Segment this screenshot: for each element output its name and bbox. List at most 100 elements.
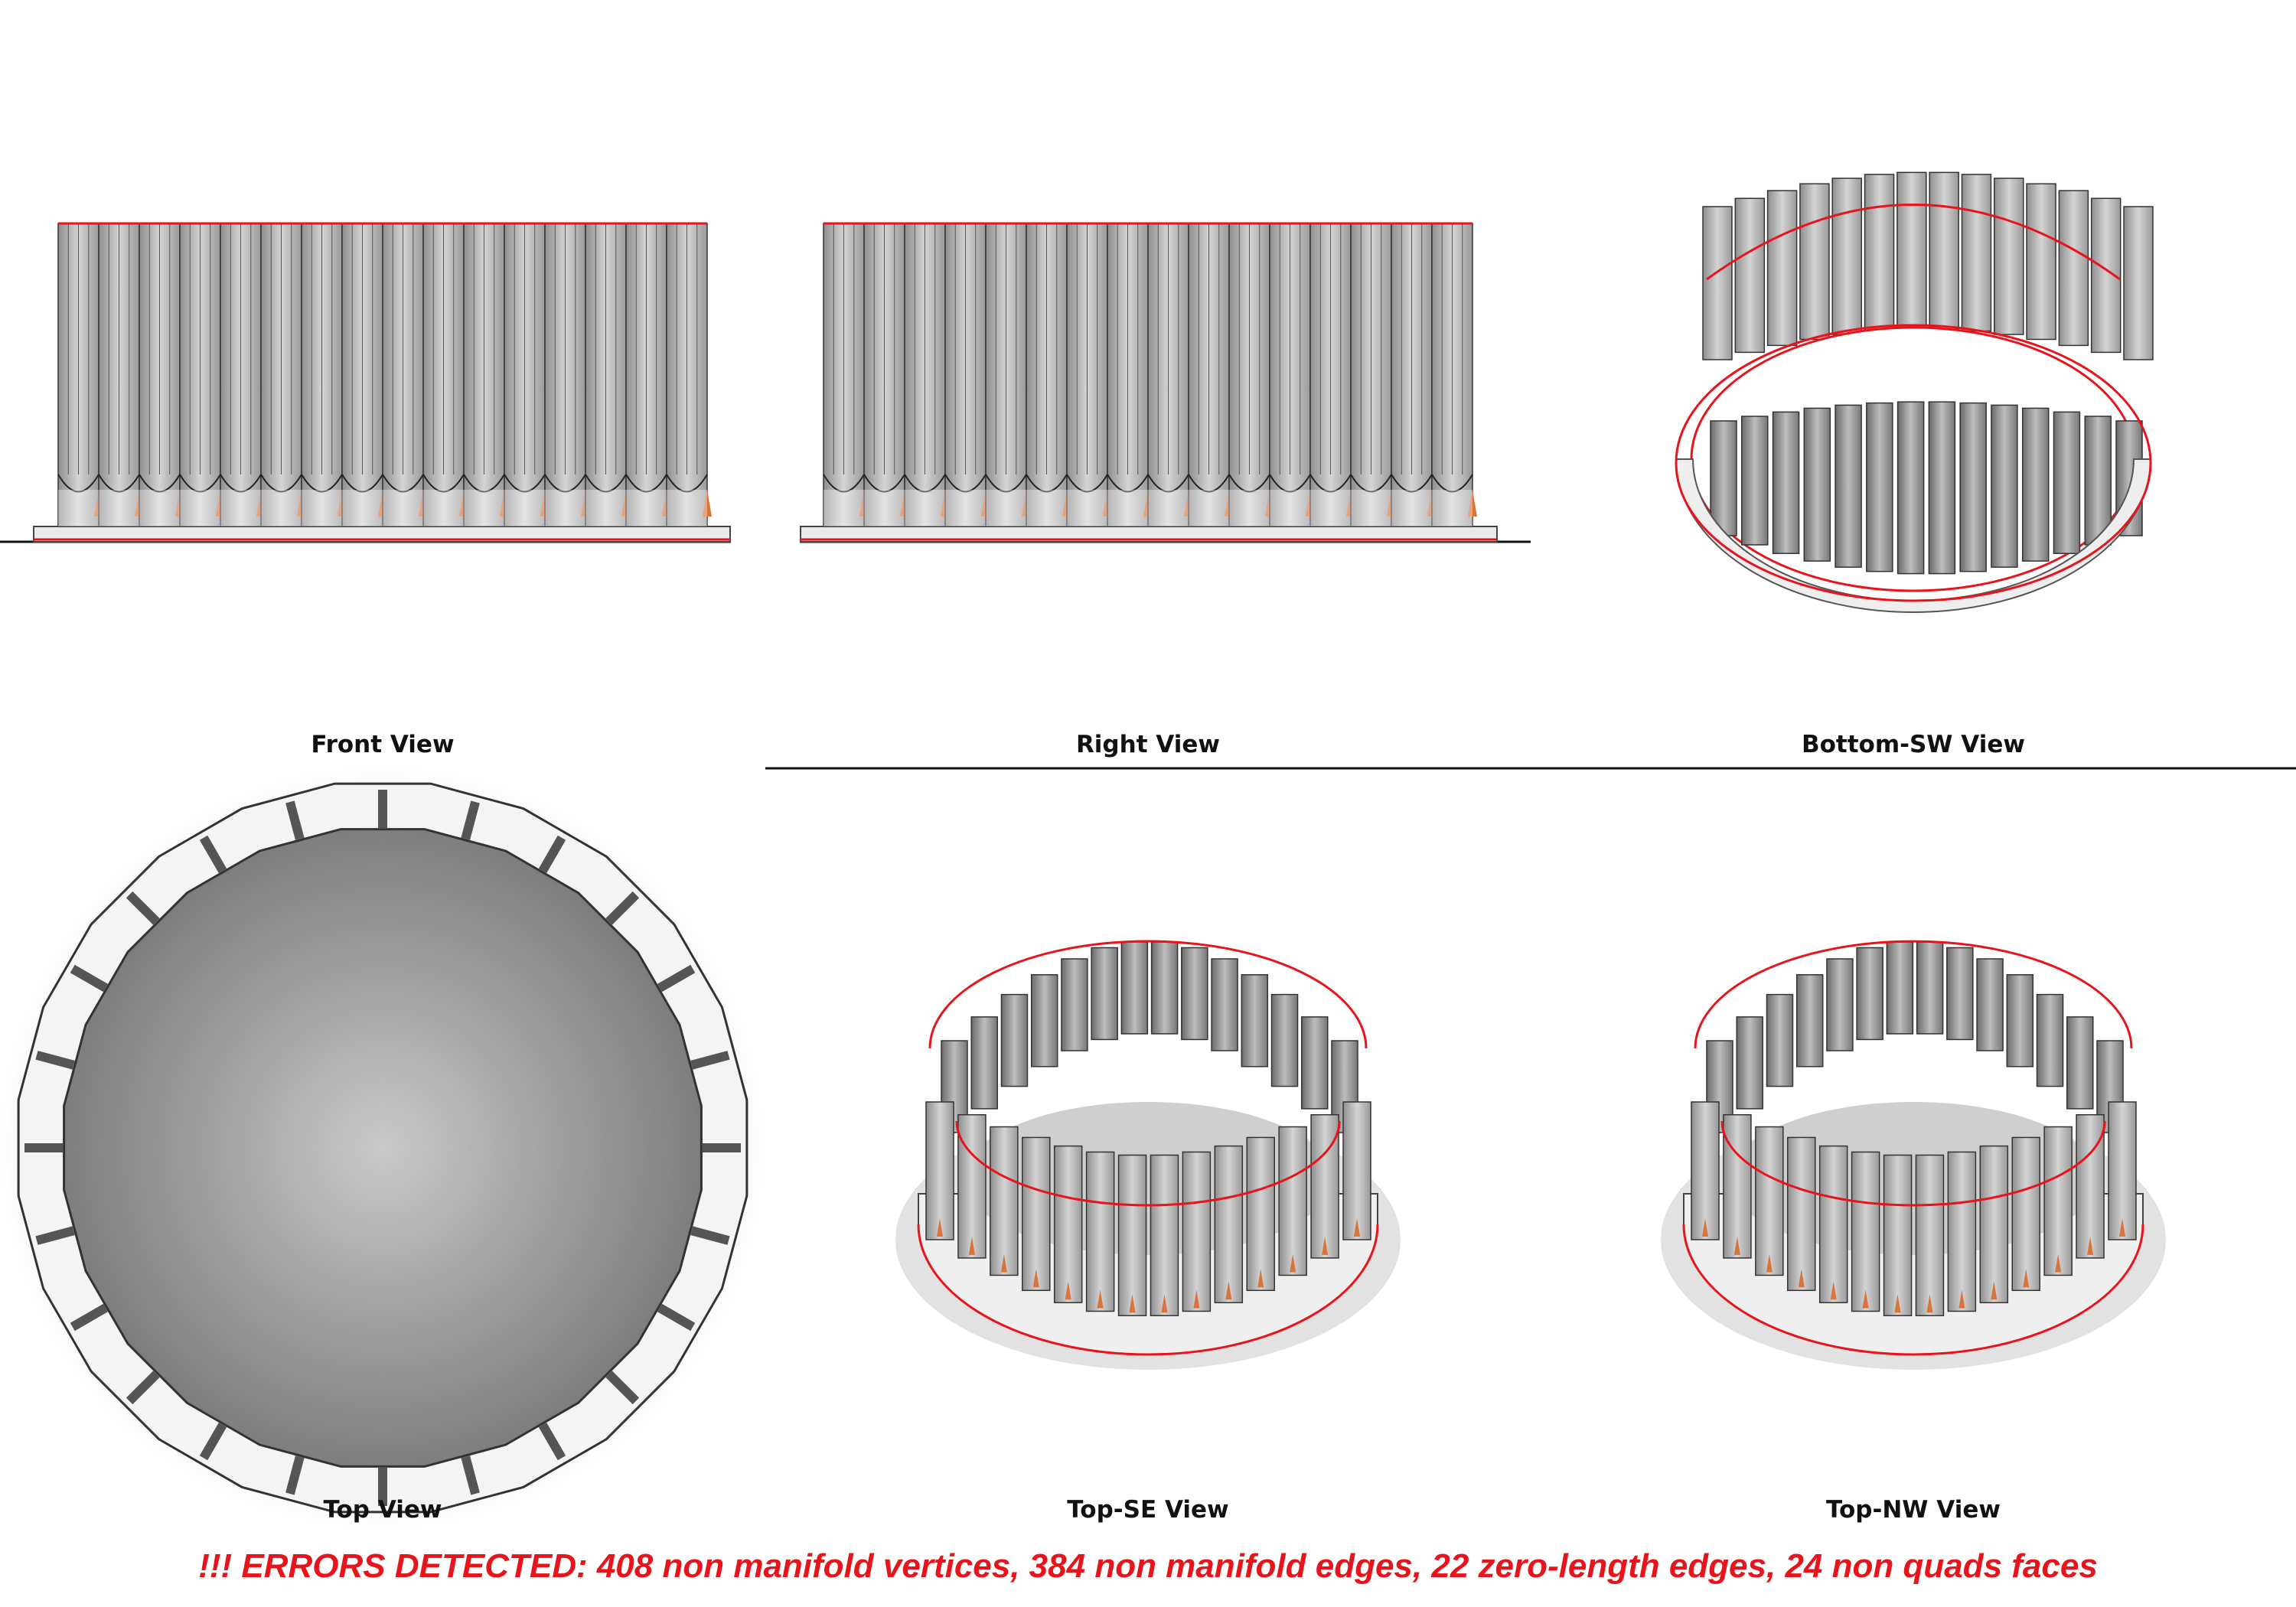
right-view-label: Right View xyxy=(1075,731,1221,758)
notch xyxy=(461,1455,480,1495)
front-rib xyxy=(1818,1145,1848,1304)
notch xyxy=(690,1226,730,1245)
front-rib xyxy=(2011,1136,2040,1292)
notch xyxy=(35,1226,75,1245)
rib-bottom-curve xyxy=(585,474,627,493)
notch-marker xyxy=(1193,1289,1200,1309)
back-rib xyxy=(1181,947,1208,1041)
front-rib xyxy=(1883,1154,1913,1317)
rib-columns xyxy=(57,223,712,527)
notch-marker xyxy=(1468,490,1477,517)
top-rim-error xyxy=(1706,204,2121,281)
back-rib xyxy=(1856,947,1883,1041)
rib xyxy=(1929,171,1959,331)
front-rib xyxy=(1755,1126,1784,1276)
notch-marker xyxy=(1958,1289,1965,1309)
back-rib xyxy=(1000,993,1029,1087)
front-rib xyxy=(1214,1145,1244,1304)
back-rib xyxy=(1766,993,1794,1087)
notch-marker xyxy=(968,1236,975,1255)
bottom-sw-view-panel xyxy=(1675,171,2154,613)
notch-marker xyxy=(1257,1269,1264,1288)
rib-bottom-curve xyxy=(1269,474,1311,493)
rib-bottom-curve xyxy=(1147,474,1189,493)
rib xyxy=(1864,174,1895,332)
notch xyxy=(285,800,305,840)
front-rib xyxy=(2076,1114,2105,1259)
rib-bottom-curve xyxy=(1228,474,1270,493)
back-rib xyxy=(1091,947,1118,1041)
back-rib-columns xyxy=(941,941,1358,1133)
notch-marker xyxy=(1161,1294,1168,1313)
rib-bottom-curve xyxy=(463,474,505,493)
notch xyxy=(657,1303,696,1332)
notch-marker xyxy=(1000,1253,1007,1273)
rib xyxy=(2123,206,2154,360)
back-rib xyxy=(1241,974,1269,1068)
back-rib xyxy=(1211,958,1238,1051)
rib xyxy=(1961,174,1992,332)
notch-marker xyxy=(1097,1289,1104,1309)
rib-bottom-curve xyxy=(1107,474,1149,493)
rib xyxy=(2026,183,2056,341)
rib-bottom-curve xyxy=(179,474,221,493)
rib-bottom-curve xyxy=(823,474,865,493)
outer-rim-error xyxy=(1675,324,2152,602)
back-rib xyxy=(1916,941,1944,1035)
rib-bottom-curve xyxy=(1188,474,1230,493)
notch-marker xyxy=(1798,1269,1805,1288)
front-rib xyxy=(1947,1151,1977,1312)
notch-marker xyxy=(1830,1281,1837,1300)
top-view-panel xyxy=(0,765,765,1530)
rib-bottom-curve xyxy=(863,474,905,493)
inner-rib xyxy=(2084,416,2112,546)
rib-bottom-curve xyxy=(1391,474,1433,493)
front-rib-columns xyxy=(1691,1101,2137,1317)
rib-bottom-curve xyxy=(1431,474,1473,493)
rib-bottom-curve xyxy=(98,474,140,493)
rib-bottom-curve xyxy=(301,474,343,493)
inner-rib xyxy=(1991,404,2018,568)
rib-bottom-curve xyxy=(985,474,1027,493)
inner-rib xyxy=(1741,416,1769,546)
notch-marker xyxy=(1290,1253,1296,1273)
rib-bottom-curve xyxy=(139,474,181,493)
rib-bottom-curve xyxy=(1350,474,1392,493)
front-rib xyxy=(1150,1154,1179,1317)
inner-rib xyxy=(1803,407,1831,562)
back-rib xyxy=(1270,993,1299,1087)
inner-rib xyxy=(1835,404,1862,568)
notch xyxy=(35,1051,75,1070)
rib xyxy=(1994,178,2024,335)
rib-bottom-curve xyxy=(341,474,383,493)
back-rib xyxy=(1886,941,1914,1035)
rib-bottom-curve xyxy=(504,474,546,493)
rib-bottom-curve xyxy=(904,474,946,493)
notch xyxy=(70,964,109,993)
notch xyxy=(199,1422,227,1461)
back-rib-columns xyxy=(1702,171,2154,360)
back-rib xyxy=(1976,958,2004,1051)
error-banner: !!! ERRORS DETECTED: 408 non manifold ve… xyxy=(198,1547,2098,1585)
mid-rim-error xyxy=(955,1120,1341,1207)
front-rib xyxy=(1278,1126,1307,1276)
notch-marker xyxy=(2055,1253,2062,1273)
base-band xyxy=(58,490,707,526)
notch xyxy=(70,1303,109,1332)
rib xyxy=(1766,190,1798,347)
front-rib xyxy=(2108,1101,2137,1240)
rib-bottom-curve xyxy=(544,474,586,493)
rib xyxy=(1702,206,1733,360)
inner-floor xyxy=(1730,1102,2097,1255)
top-view-label: Top View xyxy=(323,1496,442,1524)
front-rib xyxy=(1085,1151,1115,1312)
back-rib xyxy=(2006,974,2034,1068)
back-rib xyxy=(2036,993,2064,1087)
back-rib xyxy=(1736,1016,1763,1110)
rib xyxy=(1799,183,1830,341)
front-rib xyxy=(990,1126,1019,1276)
rib-bottom-curve xyxy=(220,474,262,493)
front-rib xyxy=(1723,1114,1752,1259)
front-view-label: Front View xyxy=(311,731,455,758)
top-se-view-panel xyxy=(895,940,1401,1370)
